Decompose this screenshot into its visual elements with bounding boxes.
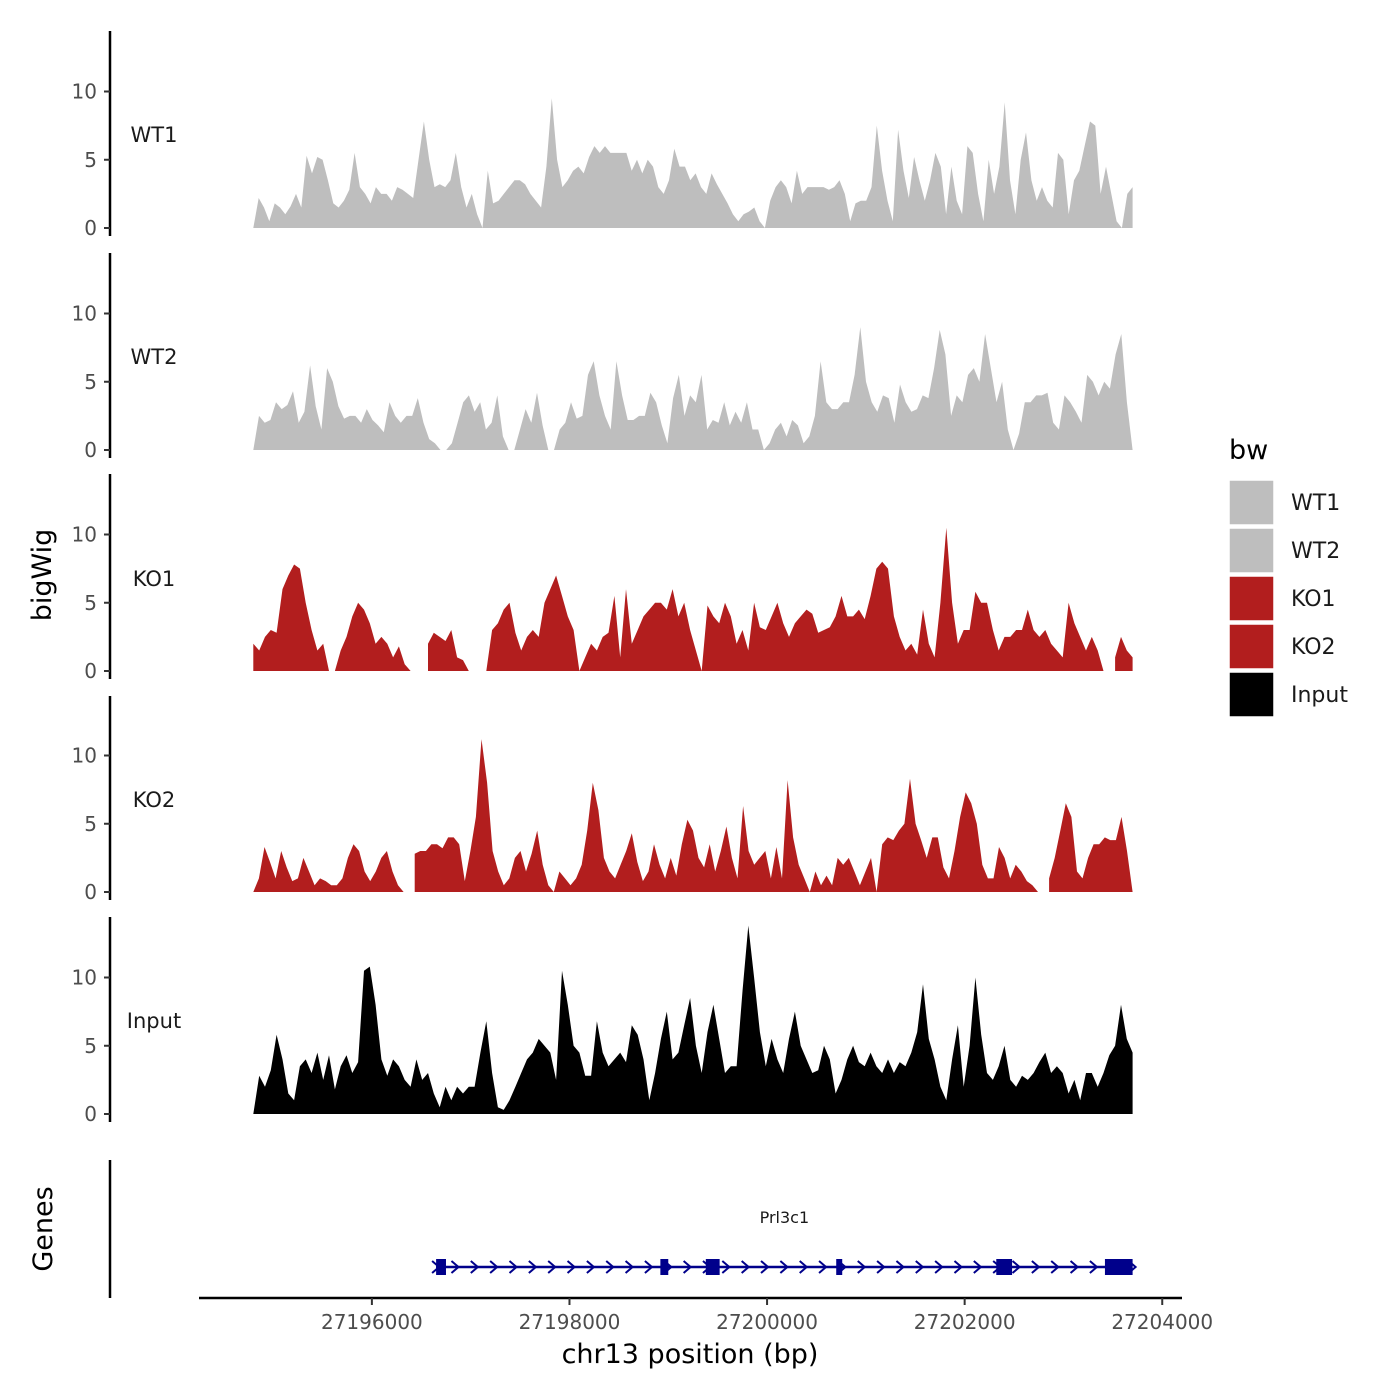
y-tick-label: 10: [72, 966, 97, 990]
coverage-area-wt2: [253, 327, 1133, 450]
track-label-wt2: WT2: [131, 345, 178, 369]
x-tick-label: 27196000: [321, 1310, 423, 1334]
y-tick-label: 0: [84, 659, 97, 683]
strand-arrow: [470, 1260, 480, 1274]
strand-arrow: [741, 1260, 751, 1274]
strand-arrow: [895, 1260, 905, 1274]
strand-arrow: [528, 1260, 538, 1274]
strand-arrow: [915, 1260, 925, 1274]
y-tick-label: 0: [84, 216, 97, 240]
y-tick-label: 10: [72, 744, 97, 768]
strand-arrow: [934, 1260, 944, 1274]
strand-arrow: [973, 1260, 983, 1274]
y-tick-label: 5: [84, 591, 97, 615]
y-tick-label: 10: [72, 523, 97, 547]
y-tick-label: 5: [84, 1034, 97, 1058]
gene-exon: [996, 1259, 1013, 1275]
y-tick-label: 5: [84, 148, 97, 172]
strand-arrow: [799, 1260, 809, 1274]
legend-swatch-wt2: [1228, 527, 1275, 574]
y-tick-label: 10: [72, 80, 97, 104]
strand-arrow: [566, 1260, 577, 1274]
y-tick-label: 5: [84, 812, 97, 836]
strand-arrow: [1069, 1260, 1080, 1274]
y-axis-title: bigWig: [27, 529, 58, 622]
y-tick-label: 0: [84, 438, 97, 462]
strand-arrow: [876, 1260, 886, 1274]
strand-arrow: [605, 1260, 615, 1274]
track-wt1: 0 5 10 WT1: [72, 31, 1133, 240]
legend-label-input: Input: [1291, 683, 1348, 708]
strand-arrow: [489, 1260, 499, 1274]
gene-name-label: Prl3c1: [760, 1208, 810, 1227]
legend-swatch-ko2: [1228, 623, 1275, 670]
y-tick-label: 5: [84, 370, 97, 394]
gene-model: [431, 1259, 1138, 1275]
y-tick-label: 0: [84, 1102, 97, 1126]
x-tick-label: 27202000: [914, 1310, 1016, 1334]
strand-arrow: [953, 1260, 964, 1274]
coverage-area-ko2: [253, 844, 404, 892]
gene-exon: [836, 1259, 843, 1275]
strand-arrow: [779, 1260, 789, 1274]
track-input: 0 5 10 Input: [72, 917, 1133, 1126]
y-tick-label: 0: [84, 880, 97, 904]
gene-exon: [436, 1259, 446, 1275]
track-ko2: 0 5 10 KO2: [72, 696, 1133, 904]
track-wt2: 0 5 10 WT2: [72, 253, 1133, 462]
strand-arrow: [857, 1260, 867, 1274]
strand-arrow: [1011, 1260, 1022, 1274]
legend-swatch-wt1: [1228, 479, 1275, 526]
strand-arrow: [1089, 1260, 1099, 1274]
coverage-area-ko1: [428, 630, 469, 671]
strand-arrow: [508, 1260, 519, 1274]
bigwig-tracks: 0 5 10 WT1 0 5 10 WT2 0 5 10 KO1 0 5 10 KO2 0 5 10 Input: [72, 31, 1133, 1126]
coverage-area-ko2: [414, 739, 1038, 892]
coverage-area-wt1: [253, 98, 1133, 228]
x-axis-title: chr13 position (bp): [562, 1339, 819, 1370]
coverage-area-ko1: [253, 564, 411, 671]
gene-panel-title: Genes: [28, 1186, 59, 1271]
legend-title: bw: [1229, 435, 1268, 466]
legend-label-ko1: KO1: [1291, 587, 1336, 612]
legend-swatch-ko1: [1228, 575, 1275, 622]
strand-arrow: [818, 1260, 828, 1274]
strand-arrow: [682, 1260, 693, 1274]
legend-swatch-input: [1228, 671, 1275, 718]
coverage-area-ko1: [1115, 636, 1133, 671]
coverage-area-ko2: [1049, 803, 1133, 892]
strand-arrow: [624, 1260, 635, 1274]
strand-arrow: [760, 1260, 770, 1274]
y-tick-label: 10: [72, 302, 97, 326]
legend-label-ko2: KO2: [1291, 635, 1336, 660]
legend: bw WT1 WT2 KO1 KO2 Input: [1228, 435, 1348, 718]
x-axis: 27196000 27198000 27200000 27202000 27204000: [321, 1298, 1213, 1334]
track-ko1: 0 5 10 KO1: [72, 474, 1133, 683]
coverage-area-ko1: [486, 527, 1104, 671]
gene-panel: Prl3c1 Genes: [28, 1160, 1182, 1300]
strand-arrow: [1031, 1260, 1041, 1274]
legend-label-wt2: WT2: [1291, 539, 1340, 564]
strand-arrow: [586, 1260, 596, 1274]
x-tick-label: 27204000: [1111, 1310, 1213, 1334]
track-label-input: Input: [127, 1009, 181, 1033]
strand-arrow: [644, 1260, 654, 1274]
track-label-ko2: KO2: [133, 788, 176, 812]
gene-exon: [660, 1259, 669, 1275]
coverage-area-input: [253, 925, 1133, 1114]
strand-arrow: [1050, 1260, 1060, 1274]
track-label-ko1: KO1: [133, 567, 176, 591]
gene-exon: [1104, 1259, 1133, 1275]
strand-arrow: [547, 1260, 557, 1274]
x-tick-label: 27200000: [716, 1310, 818, 1334]
legend-label-wt1: WT1: [1291, 491, 1340, 516]
track-label-wt1: WT1: [131, 123, 178, 147]
x-tick-label: 27198000: [519, 1310, 621, 1334]
strand-arrow: [450, 1260, 460, 1274]
strand-arrow: [721, 1260, 731, 1274]
gene-exon: [705, 1259, 720, 1275]
